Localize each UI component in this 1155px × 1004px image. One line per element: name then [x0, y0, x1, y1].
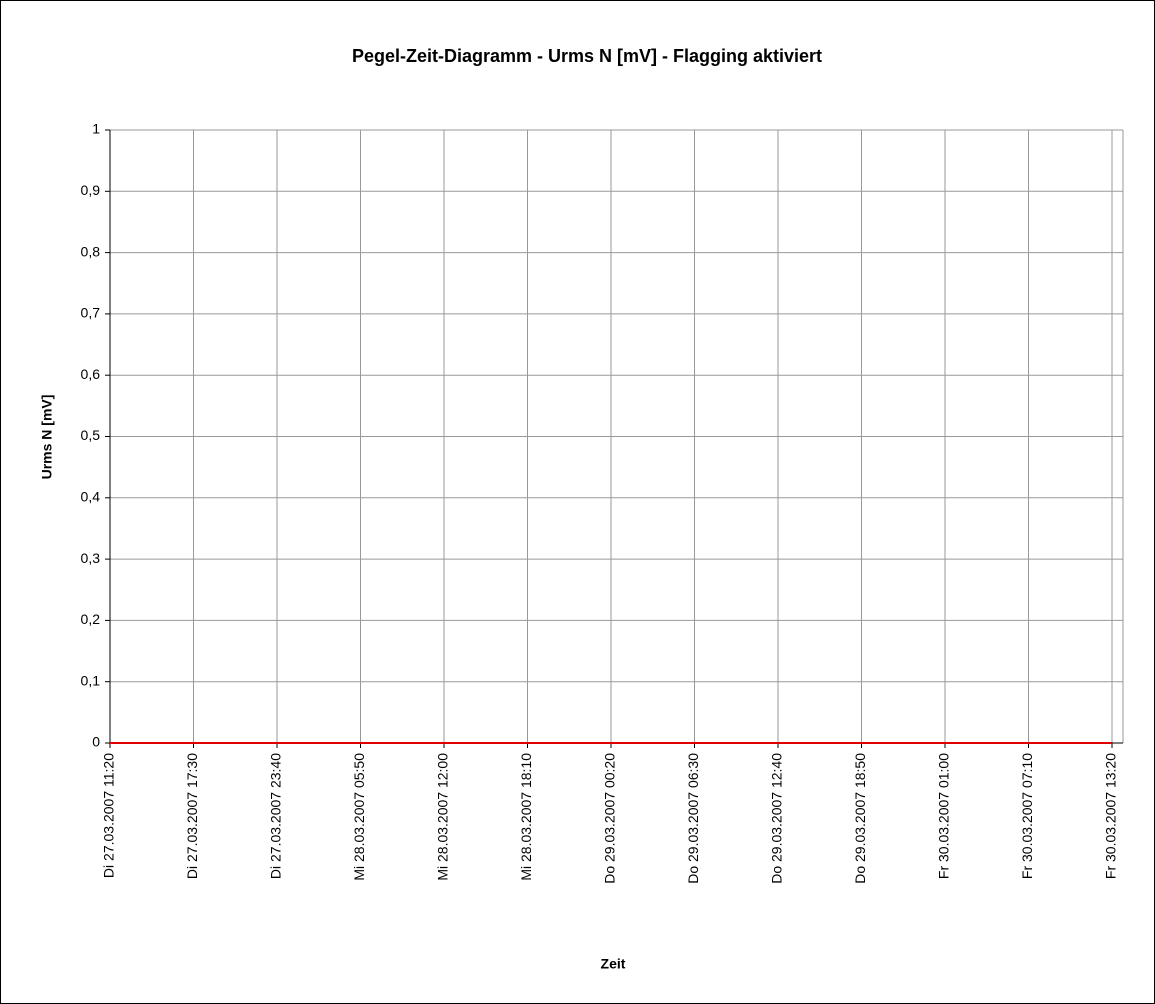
- x-tick-label: Do 29.03.2007 18:50: [852, 753, 868, 884]
- x-tick-label: Di 27.03.2007 17:30: [184, 753, 200, 879]
- x-tick-label: Fr 30.03.2007 13:20: [1103, 753, 1119, 879]
- y-tick-label: 0,3: [81, 550, 101, 566]
- y-tick-label: 1: [92, 121, 100, 137]
- x-tick-label: Do 29.03.2007 06:30: [685, 753, 701, 884]
- x-axis-title: Zeit: [601, 956, 626, 972]
- x-tick-label: Mi 28.03.2007 05:50: [351, 753, 367, 881]
- x-tick-label: Fr 30.03.2007 01:00: [936, 753, 952, 879]
- x-tick-label: Mi 28.03.2007 18:10: [518, 753, 534, 881]
- y-tick-label: 0: [92, 734, 100, 750]
- y-axis-title: Urms N [mV]: [39, 395, 55, 480]
- y-tick-label: 0,4: [81, 489, 101, 505]
- x-tick-label: Di 27.03.2007 11:20: [101, 753, 117, 878]
- y-tick-label: 0,9: [81, 182, 101, 198]
- y-tick-label: 0,7: [81, 305, 101, 321]
- x-tick-label: Mi 28.03.2007 12:00: [435, 753, 451, 881]
- y-tick-label: 0,5: [81, 427, 101, 443]
- x-tick-label: Do 29.03.2007 12:40: [769, 753, 785, 884]
- y-tick-label: 0,8: [81, 243, 101, 259]
- x-tick-label: Do 29.03.2007 00:20: [602, 753, 618, 884]
- y-tick-label: 0,6: [81, 366, 101, 382]
- chart-title: Pegel-Zeit-Diagramm - Urms N [mV] - Flag…: [352, 46, 822, 66]
- y-tick-label: 0,1: [81, 672, 101, 688]
- y-tick-label: 0,2: [81, 611, 101, 627]
- x-tick-label: Fr 30.03.2007 07:10: [1019, 753, 1035, 879]
- x-tick-label: Di 27.03.2007 23:40: [268, 753, 284, 879]
